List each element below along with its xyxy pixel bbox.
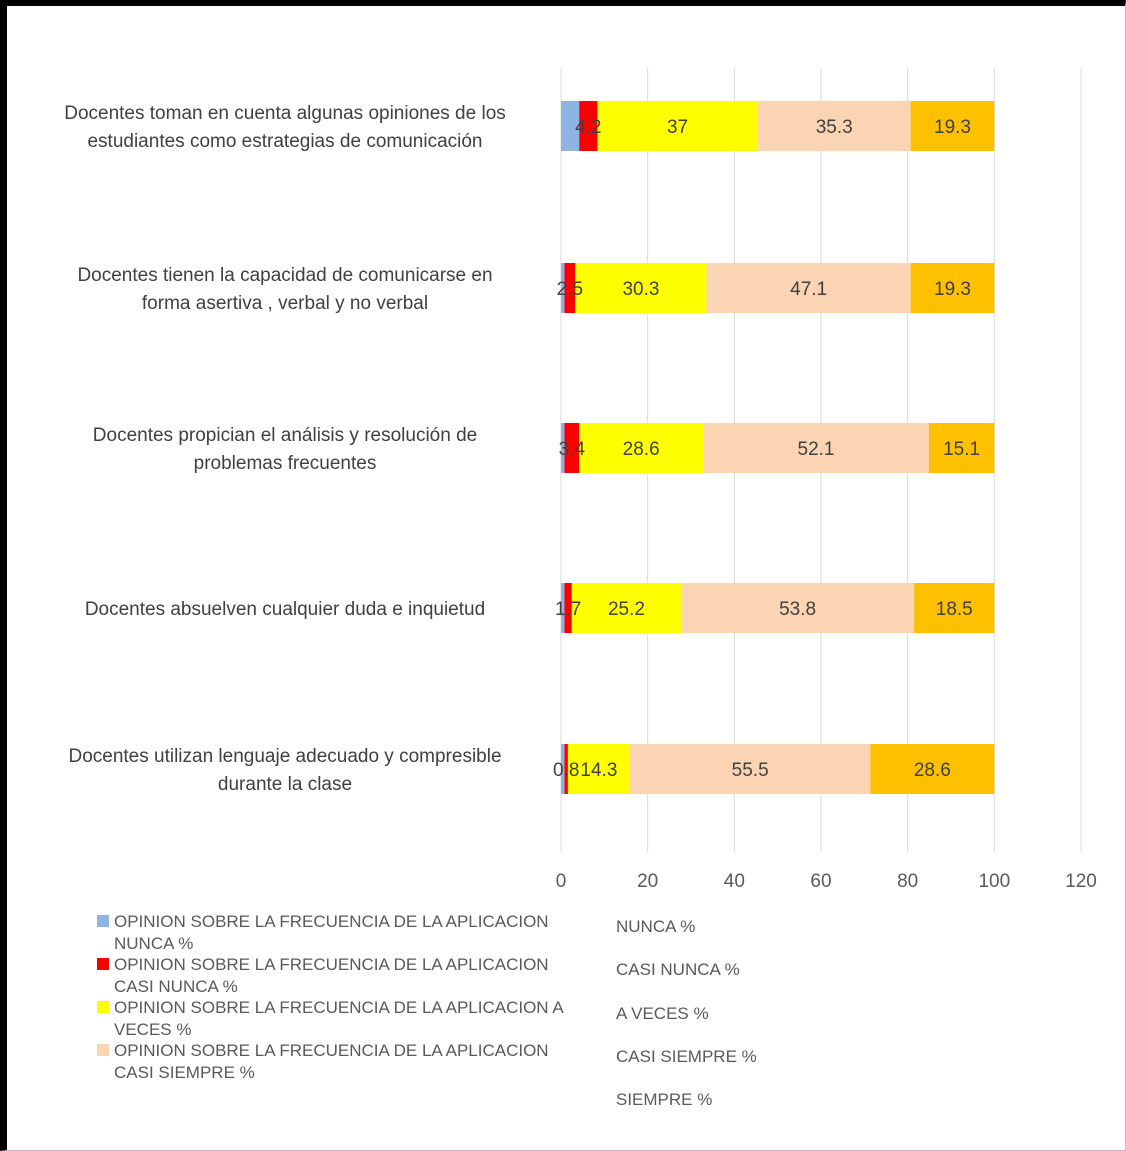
category-label: durante la clase bbox=[218, 774, 352, 795]
data-label: 18.5 bbox=[936, 599, 973, 620]
bar-segment bbox=[564, 423, 580, 473]
legend-label: CASI SIEMPRE % bbox=[114, 1063, 255, 1082]
bar-segment bbox=[561, 423, 565, 473]
bar-segment bbox=[597, 101, 758, 151]
bar-segment bbox=[928, 423, 995, 473]
legend-series-name: SIEMPRE % bbox=[616, 1090, 712, 1109]
legend-series-name: NUNCA % bbox=[616, 917, 695, 936]
data-label: 19.3 bbox=[934, 117, 971, 138]
bar-segment bbox=[579, 423, 704, 473]
bar-segment bbox=[629, 744, 871, 794]
data-label: 37 bbox=[667, 117, 688, 138]
bar-segment bbox=[703, 423, 929, 473]
data-label: 35.3 bbox=[816, 117, 853, 138]
x-tick-label: 40 bbox=[724, 871, 745, 892]
bar-segment bbox=[564, 583, 572, 633]
x-tick-label: 120 bbox=[1065, 871, 1097, 892]
data-label: 15.1 bbox=[943, 439, 980, 460]
x-axis-ticks: 0 20 40 60 80 100 120 bbox=[556, 871, 1097, 892]
bar-segment bbox=[579, 101, 598, 151]
x-tick-label: 20 bbox=[637, 871, 658, 892]
bars bbox=[561, 101, 995, 794]
legend-label: VECES % bbox=[114, 1020, 191, 1039]
legend-series-name: A VECES % bbox=[616, 1004, 709, 1023]
legend-label: OPINION SOBRE LA FRECUENCIA DE LA APLICA… bbox=[114, 912, 549, 931]
data-label: 1.7 bbox=[555, 599, 581, 620]
bar-segment bbox=[681, 583, 915, 633]
data-label: 52.1 bbox=[798, 439, 835, 460]
legend-label: OPINION SOBRE LA FRECUENCIA DE LA APLICA… bbox=[114, 998, 564, 1017]
bar-segment bbox=[571, 583, 682, 633]
data-label: 14.3 bbox=[580, 760, 617, 781]
data-label: 3.4 bbox=[559, 439, 586, 460]
bar-segment bbox=[567, 744, 630, 794]
data-label: 53.8 bbox=[779, 599, 816, 620]
x-tick-label: 100 bbox=[978, 871, 1010, 892]
legend-swatch bbox=[97, 958, 109, 970]
bar-segment bbox=[561, 263, 565, 313]
legend-label: NUNCA % bbox=[114, 934, 193, 953]
legend-label: OPINION SOBRE LA FRECUENCIA DE LA APLICA… bbox=[114, 955, 549, 974]
category-label: Docentes tienen la capacidad de comunica… bbox=[77, 265, 492, 286]
data-label: 28.6 bbox=[914, 760, 951, 781]
data-label: 28.6 bbox=[623, 439, 660, 460]
bar-segment bbox=[564, 263, 576, 313]
x-tick-label: 80 bbox=[897, 871, 918, 892]
category-labels: Docentes toman en cuenta algunas opinion… bbox=[64, 103, 506, 795]
bar-segment bbox=[757, 101, 911, 151]
category-label: Docentes propician el análisis y resoluc… bbox=[93, 425, 477, 446]
bar-segment bbox=[914, 583, 995, 633]
bar-segment bbox=[561, 583, 565, 633]
data-label: 2.5 bbox=[557, 279, 583, 300]
data-label: 0.8 bbox=[553, 760, 579, 781]
bar-segment bbox=[706, 263, 911, 313]
bar-segment bbox=[561, 744, 565, 794]
legend-series-name: CASI SIEMPRE % bbox=[616, 1047, 757, 1066]
data-label: 4.2 bbox=[575, 117, 601, 138]
bar-segment bbox=[561, 101, 580, 151]
data-labels: 4.2 37 35.3 19.3 2.5 30.3 47.1 19.3 3.4 28.6 52.1 1… bbox=[553, 117, 980, 781]
x-tick-label: 60 bbox=[810, 871, 831, 892]
category-label: problemas frecuentes bbox=[194, 453, 377, 474]
bar-segment bbox=[575, 263, 707, 313]
data-label: 19.3 bbox=[934, 279, 971, 300]
legend: OPINION SOBRE LA FRECUENCIA DE LA APLICA… bbox=[97, 912, 757, 1109]
bar-segment bbox=[910, 101, 995, 151]
legend-series-name: CASI NUNCA % bbox=[616, 960, 740, 979]
category-label: Docentes absuelven cualquier duda e inqu… bbox=[85, 599, 485, 620]
legend-swatch bbox=[97, 915, 109, 927]
bar-segment bbox=[910, 263, 995, 313]
data-label: 25.2 bbox=[608, 599, 645, 620]
legend-label: CASI NUNCA % bbox=[114, 977, 238, 996]
bar-segment bbox=[870, 744, 995, 794]
data-label: 47.1 bbox=[790, 279, 827, 300]
category-label: Docentes utilizan lenguaje adecuado y co… bbox=[68, 746, 501, 767]
category-label: Docentes toman en cuenta algunas opinion… bbox=[64, 103, 506, 124]
category-label: forma asertiva , verbal y no verbal bbox=[142, 293, 428, 314]
category-label: estudiantes como estrategias de comunica… bbox=[87, 131, 482, 152]
data-label: 30.3 bbox=[622, 279, 659, 300]
legend-label: OPINION SOBRE LA FRECUENCIA DE LA APLICA… bbox=[114, 1041, 549, 1060]
bar-segment bbox=[564, 744, 568, 794]
x-tick-label: 0 bbox=[556, 871, 567, 892]
legend-swatch bbox=[97, 1001, 109, 1013]
data-label: 55.5 bbox=[732, 760, 769, 781]
legend-swatch bbox=[97, 1044, 109, 1056]
